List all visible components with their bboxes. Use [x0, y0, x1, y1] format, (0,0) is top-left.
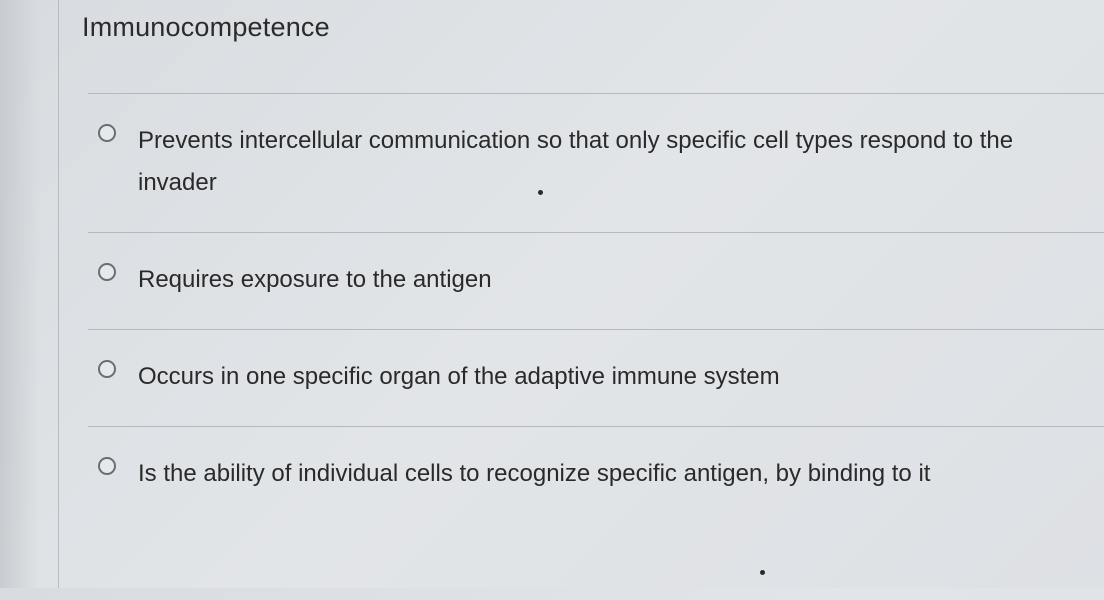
option-row[interactable]: Is the ability of individual cells to re…	[88, 426, 1104, 505]
radio-button[interactable]	[98, 263, 116, 281]
speck	[538, 190, 543, 195]
option-text: Prevents intercellular communication so …	[138, 120, 1096, 204]
radio-button[interactable]	[98, 457, 116, 475]
radio-button[interactable]	[98, 124, 116, 142]
options-list: Prevents intercellular communication so …	[88, 93, 1104, 505]
option-text: Is the ability of individual cells to re…	[138, 453, 940, 495]
page-shadow-edge	[0, 0, 40, 588]
option-text: Occurs in one specific organ of the adap…	[138, 356, 790, 398]
option-row[interactable]: Requires exposure to the antigen	[88, 232, 1104, 329]
question-title: Immunocompetence	[82, 12, 1104, 43]
option-row[interactable]: Prevents intercellular communication so …	[88, 93, 1104, 232]
option-text: Requires exposure to the antigen	[138, 259, 502, 301]
question-block: Immunocompetence Prevents intercellular …	[82, 12, 1104, 600]
option-row[interactable]: Occurs in one specific organ of the adap…	[88, 329, 1104, 426]
speck	[760, 570, 765, 575]
left-margin-line	[58, 0, 59, 588]
radio-button[interactable]	[98, 360, 116, 378]
